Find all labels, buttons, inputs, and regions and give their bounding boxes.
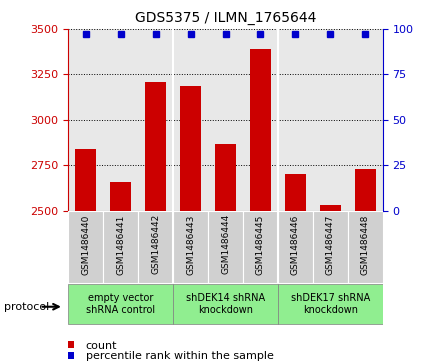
Text: count: count [86,340,117,351]
Bar [215,144,236,211]
Bar [243,211,278,283]
Bar [278,211,313,283]
Bar [313,211,348,283]
Bar [250,49,271,211]
Bar [68,211,103,283]
Text: GSM1486447: GSM1486447 [326,214,335,274]
Text: GSM1486446: GSM1486446 [291,214,300,274]
Bar [173,284,278,324]
Bar [103,211,138,283]
Bar [320,205,341,211]
Text: GSM1486448: GSM1486448 [361,214,370,274]
Bar [68,284,173,324]
Bar [180,86,201,211]
Text: GSM1486443: GSM1486443 [186,214,195,274]
Bar [348,211,383,283]
Text: GSM1486440: GSM1486440 [81,214,90,274]
Bar [173,211,208,283]
Bar [355,169,376,211]
Title: GDS5375 / ILMN_1765644: GDS5375 / ILMN_1765644 [135,11,316,25]
Bar [138,211,173,283]
Text: GSM1486444: GSM1486444 [221,214,230,274]
Bar [208,211,243,283]
Text: GSM1486442: GSM1486442 [151,214,160,274]
Text: shDEK17 shRNA
knockdown: shDEK17 shRNA knockdown [291,293,370,315]
Text: GSM1486441: GSM1486441 [116,214,125,274]
Text: shDEK14 shRNA
knockdown: shDEK14 shRNA knockdown [186,293,265,315]
Text: GSM1486445: GSM1486445 [256,214,265,274]
Text: protocol: protocol [4,302,50,312]
Text: percentile rank within the sample: percentile rank within the sample [86,351,274,362]
Bar [278,284,383,324]
Bar [75,149,96,211]
Text: empty vector
shRNA control: empty vector shRNA control [86,293,155,315]
Bar [285,174,306,211]
Bar [145,82,166,211]
Bar [110,182,131,211]
